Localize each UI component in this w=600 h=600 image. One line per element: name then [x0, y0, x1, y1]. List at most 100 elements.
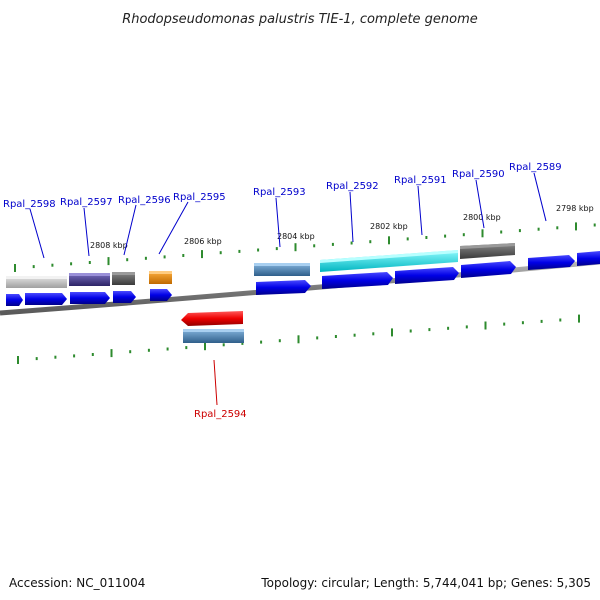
scale-reverse-tick	[147, 348, 150, 352]
scale-reverse-tick	[447, 326, 450, 330]
feature-bar-rpal-2596[interactable]	[112, 272, 135, 285]
leader-rpal-2590	[475, 179, 485, 229]
scale-reverse-tick	[540, 319, 543, 323]
scale-reverse-tick	[409, 329, 412, 333]
scale-forward-tick	[238, 249, 241, 253]
scale-forward-tick	[219, 251, 222, 255]
gene-arrow-next[interactable]	[577, 251, 600, 266]
scale-reverse-tick	[484, 321, 487, 330]
leader-rpal-2596	[123, 204, 137, 256]
feature-bar-rpal-2595[interactable]	[149, 271, 172, 284]
gene-arrow-rpal-2598a[interactable]	[6, 294, 23, 306]
scale-reverse-tick	[428, 328, 431, 332]
scale-forward-tick	[425, 236, 428, 239]
scale-forward-tick	[350, 241, 353, 245]
reverse-gene-track	[181, 311, 244, 343]
gene-label-rpal-2591[interactable]: Rpal_2591	[394, 175, 447, 186]
gene-arrow-rpal-2592[interactable]	[322, 272, 393, 289]
scale-reverse-tick	[241, 341, 244, 345]
gene-arrow-rpal-2593[interactable]	[256, 280, 311, 295]
scale-reverse-tick	[185, 346, 188, 350]
scale-forward-tick	[275, 247, 278, 251]
scale-forward-tick	[331, 242, 334, 246]
scale-forward-tick	[144, 256, 147, 260]
scale-ticks-forward	[14, 222, 596, 272]
leader-rpal-2593	[275, 197, 281, 248]
feature-track	[6, 243, 515, 288]
gene-label-rpal-2595[interactable]: Rpal_2595	[173, 192, 226, 203]
feature-bar-rpal-2592[interactable]	[320, 250, 458, 272]
gene-label-rpal-2597[interactable]: Rpal_2597	[60, 197, 113, 208]
gene-arrow-rpal-2597[interactable]	[70, 292, 110, 304]
gene-label-rpal-2590[interactable]: Rpal_2590	[452, 169, 505, 180]
scale-forward-tick	[257, 248, 260, 252]
gene-arrow-rpal-2589[interactable]	[528, 255, 575, 270]
leader-rpal-2595	[158, 201, 189, 255]
feature-bar-rpal-2598[interactable]	[6, 276, 67, 288]
scale-reverse-tick	[353, 333, 356, 337]
scale-forward-tick	[126, 258, 129, 262]
scale-forward-tick	[201, 250, 203, 259]
kbp-label-2798: 2798 kbp	[556, 204, 594, 213]
gene-label-rpal-2589[interactable]: Rpal_2589	[509, 162, 562, 173]
gene-arrow-rpal-2598[interactable]	[25, 293, 67, 305]
feature-bar-rpal-2593[interactable]	[254, 263, 310, 276]
scale-forward-tick	[182, 254, 185, 257]
scale-reverse-tick	[110, 349, 113, 358]
scale-forward-tick	[32, 265, 35, 269]
scale-ticks-reverse	[17, 314, 580, 364]
leader-rpal-2591	[417, 185, 423, 236]
gene-arrow-rpal-2594[interactable]	[181, 311, 243, 326]
gene-arrow-rpal-2590[interactable]	[461, 261, 516, 278]
scale-forward-tick	[313, 244, 316, 248]
scale-reverse-tick	[372, 332, 375, 336]
gene-label-rpal-2592[interactable]: Rpal_2592	[326, 181, 379, 192]
topology-text: Topology: circular; Length: 5,744,041 bp…	[260, 576, 591, 590]
gene-label-rpal-2593[interactable]: Rpal_2593	[253, 187, 306, 198]
gene-label-rpal-2598[interactable]: Rpal_2598	[3, 199, 56, 210]
scale-reverse-tick	[35, 357, 38, 361]
scale-reverse-tick	[521, 321, 524, 325]
leader-rpal-2598	[29, 208, 45, 259]
scale-forward-tick	[406, 237, 409, 241]
scale-reverse-tick	[578, 314, 580, 323]
scale-reverse-tick	[334, 335, 337, 338]
gene-arrow-rpal-2595[interactable]	[150, 289, 172, 301]
kbp-label-2804: 2804 kbp	[277, 232, 315, 241]
scale-reverse-tick	[129, 350, 132, 354]
scale-forward-tick	[294, 243, 297, 252]
kbp-label-2808: 2808 kbp	[90, 241, 128, 250]
scale-forward-tick	[556, 226, 559, 230]
scale-forward-tick	[70, 262, 73, 266]
scale-reverse-tick	[222, 343, 225, 347]
forward-gene-arrows	[6, 251, 600, 306]
gene-label-rpal-2596[interactable]: Rpal_2596	[118, 195, 171, 206]
scale-forward-tick	[88, 261, 91, 264]
accession-text: Accession: NC_011004	[9, 576, 145, 590]
label-leaders	[29, 172, 547, 406]
map-title: Rhodopseudomonas palustris TIE-1, comple…	[122, 12, 478, 27]
gene-arrow-rpal-2596[interactable]	[113, 291, 136, 303]
scale-reverse-tick	[54, 355, 57, 359]
scale-forward-tick	[481, 229, 484, 238]
leader-rpal-2589	[533, 172, 547, 222]
scale-forward-tick	[163, 255, 166, 259]
scale-forward-tick	[462, 233, 465, 237]
scale-forward-tick	[537, 227, 540, 231]
gene-arrow-rpal-2591[interactable]	[395, 267, 459, 284]
kbp-label-2802: 2802 kbp	[370, 222, 408, 231]
scale-forward-tick	[575, 222, 577, 231]
feature-bar-rpal-2590[interactable]	[460, 243, 515, 259]
scale-reverse-tick	[316, 336, 319, 340]
feature-bar-rpal-2597[interactable]	[69, 273, 110, 286]
gene-label-rpal-2594[interactable]: Rpal_2594	[194, 409, 247, 420]
feature-bar-rpal-2594[interactable]	[183, 329, 244, 343]
leader-rpal-2592	[349, 191, 354, 243]
scale-forward-tick	[369, 240, 372, 244]
scale-reverse-tick	[391, 328, 393, 337]
scale-forward-tick	[14, 264, 16, 272]
scale-forward-tick	[107, 257, 110, 266]
scale-reverse-tick	[17, 356, 19, 364]
scale-reverse-tick	[204, 342, 206, 351]
